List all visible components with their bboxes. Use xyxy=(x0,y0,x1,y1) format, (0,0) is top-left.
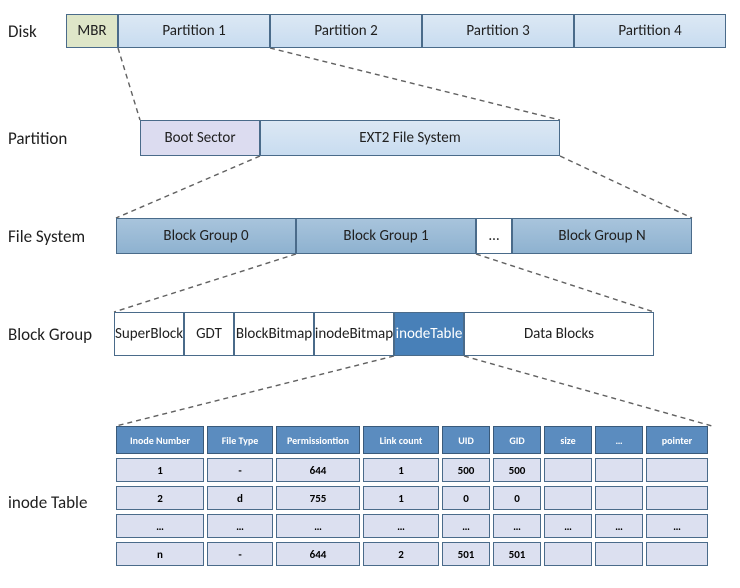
inode-cell-r0-c4: 500 xyxy=(442,458,490,482)
disk-partition1: Partition 1 xyxy=(118,14,270,48)
bg-block-bitmap: BlockBitmap xyxy=(234,312,314,356)
inode-cell-r0-c5: 500 xyxy=(493,458,541,482)
inode-hdr-7: … xyxy=(595,426,643,454)
connector-6 xyxy=(116,356,394,426)
fs-block-group-n: Block Group N xyxy=(512,218,692,254)
inode-hdr-5: GID xyxy=(493,426,541,454)
inode-cell-r0-c2: 644 xyxy=(276,458,360,482)
inode-cell-r2-c8: … xyxy=(646,514,708,538)
connector-3 xyxy=(560,156,692,218)
inode-cell-r3-c1: - xyxy=(207,542,273,566)
inode-hdr-1: File Type xyxy=(207,426,273,454)
inode-cell-r3-c3: 2 xyxy=(363,542,439,566)
inode-cell-r0-c8 xyxy=(646,458,708,482)
inode-cell-r1-c7 xyxy=(595,486,643,510)
inode-cell-r2-c6: … xyxy=(544,514,592,538)
bg-gdt: GDT xyxy=(184,312,234,356)
label-blockgroup: Block Group xyxy=(8,324,92,345)
fs-block-group-0: Block Group 0 xyxy=(116,218,296,254)
inode-cell-r1-c5: 0 xyxy=(493,486,541,510)
inode-cell-r1-c3: 1 xyxy=(363,486,439,510)
inode-cell-r2-c3: … xyxy=(363,514,439,538)
inode-cell-r3-c6 xyxy=(544,542,592,566)
inode-cell-r1-c1: d xyxy=(207,486,273,510)
disk-partition4: Partition 4 xyxy=(574,14,726,48)
inode-cell-r1-c4: 0 xyxy=(442,486,490,510)
inode-cell-r1-c0: 2 xyxy=(116,486,204,510)
disk-partition3: Partition 3 xyxy=(422,14,574,48)
inode-cell-r0-c0: 1 xyxy=(116,458,204,482)
connector-5 xyxy=(476,254,654,312)
inode-hdr-4: UID xyxy=(442,426,490,454)
inode-hdr-3: Link count xyxy=(363,426,439,454)
bg-super-block: SuperBlock xyxy=(114,312,184,356)
inode-cell-r3-c2: 644 xyxy=(276,542,360,566)
inode-cell-r3-c0: n xyxy=(116,542,204,566)
inode-cell-r3-c7 xyxy=(595,542,643,566)
fs-block-group-dots: … xyxy=(476,218,512,254)
inode-cell-r2-c5: … xyxy=(493,514,541,538)
inode-cell-r3-c8 xyxy=(646,542,708,566)
label-disk: Disk xyxy=(8,21,37,42)
inode-cell-r1-c6 xyxy=(544,486,592,510)
partition-boot-sector: Boot Sector xyxy=(140,120,260,156)
inode-hdr-6: size xyxy=(544,426,592,454)
inode-cell-r2-c7: … xyxy=(595,514,643,538)
inode-cell-r0-c7 xyxy=(595,458,643,482)
disk-mbr: MBR xyxy=(66,14,118,48)
inode-cell-r1-c2: 755 xyxy=(276,486,360,510)
inode-hdr-2: Permissiontion xyxy=(276,426,360,454)
inode-cell-r0-c1: - xyxy=(207,458,273,482)
connector-2 xyxy=(116,156,260,218)
bg-inode-table: inodeTable xyxy=(394,312,464,356)
inode-cell-r0-c3: 1 xyxy=(363,458,439,482)
fs-block-group-1: Block Group 1 xyxy=(296,218,476,254)
inode-cell-r2-c2: … xyxy=(276,514,360,538)
bg-inode-bitmap: inodeBitmap xyxy=(314,312,394,356)
inode-hdr-0: Inode Number xyxy=(116,426,204,454)
connector-4 xyxy=(114,254,296,312)
inode-cell-r1-c8 xyxy=(646,486,708,510)
label-inodetable: inode Table xyxy=(8,492,87,513)
inode-cell-r0-c6 xyxy=(544,458,592,482)
inode-cell-r3-c4: 501 xyxy=(442,542,490,566)
partition-ext2-fs: EXT2 File System xyxy=(260,120,560,156)
inode-cell-r2-c1: … xyxy=(207,514,273,538)
inode-cell-r2-c4: … xyxy=(442,514,490,538)
disk-partition2: Partition 2 xyxy=(270,14,422,48)
bg-data-blocks: Data Blocks xyxy=(464,312,654,356)
inode-cell-r3-c5: 501 xyxy=(493,542,541,566)
connector-1 xyxy=(270,48,560,120)
label-filesystem: File System xyxy=(8,226,85,247)
connector-7 xyxy=(464,356,712,426)
label-partition: Partition xyxy=(8,128,67,149)
inode-hdr-8: pointer xyxy=(646,426,708,454)
connector-0 xyxy=(118,48,140,120)
inode-cell-r2-c0: … xyxy=(116,514,204,538)
